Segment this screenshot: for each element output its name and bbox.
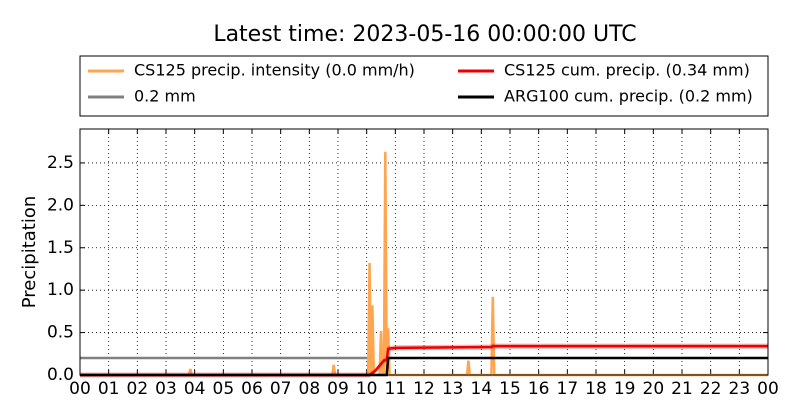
x-tick-label: 09 — [327, 379, 349, 399]
x-tick-label: 00 — [69, 379, 91, 399]
x-tick-label: 23 — [729, 379, 751, 399]
legend-label: CS125 cum. precip. (0.34 mm) — [504, 61, 750, 80]
x-tick-label: 15 — [499, 379, 521, 399]
x-tick-label: 03 — [155, 379, 177, 399]
x-tick-label: 07 — [270, 379, 292, 399]
x-tick-label: 20 — [643, 379, 665, 399]
x-tick-label: 04 — [184, 379, 206, 399]
x-tick-label: 08 — [299, 379, 321, 399]
x-tick-label: 02 — [127, 379, 149, 399]
x-tick-label: 21 — [671, 379, 693, 399]
legend-label: CS125 precip. intensity (0.0 mm/h) — [134, 61, 415, 80]
x-tick-label: 16 — [528, 379, 550, 399]
x-tick-label: 00 — [757, 379, 779, 399]
x-tick-label: 17 — [557, 379, 579, 399]
legend-box — [79, 55, 769, 117]
y-tick-label: 1.0 — [47, 280, 74, 300]
x-tick-label: 10 — [356, 379, 378, 399]
x-tick-label: 22 — [700, 379, 722, 399]
x-tick-label: 01 — [98, 379, 120, 399]
chart-title: Latest time: 2023-05-16 00:00:00 UTC — [213, 22, 636, 47]
plot-frame — [79, 128, 769, 376]
y-tick-label: 1.5 — [47, 238, 74, 258]
x-tick-label: 18 — [585, 379, 607, 399]
y-tick-label: 0.5 — [47, 323, 74, 343]
legend-label: ARG100 cum. precip. (0.2 mm) — [504, 87, 753, 106]
x-tick-label: 05 — [213, 379, 235, 399]
y-tick-label: 2.5 — [47, 153, 74, 173]
y-tick-label: 0.0 — [47, 365, 74, 385]
y-axis-label: Precipitation — [19, 196, 40, 309]
series-line — [80, 151, 768, 377]
x-tick-label: 06 — [241, 379, 263, 399]
y-tick-label: 2.0 — [47, 195, 74, 215]
x-tick-label: 14 — [471, 379, 493, 399]
series-line — [80, 344, 768, 377]
legend-label: 0.2 mm — [134, 87, 196, 106]
x-tick-label: 19 — [614, 379, 636, 399]
x-tick-label: 12 — [413, 379, 435, 399]
x-tick-label: 13 — [442, 379, 464, 399]
x-tick-label: 11 — [385, 379, 407, 399]
